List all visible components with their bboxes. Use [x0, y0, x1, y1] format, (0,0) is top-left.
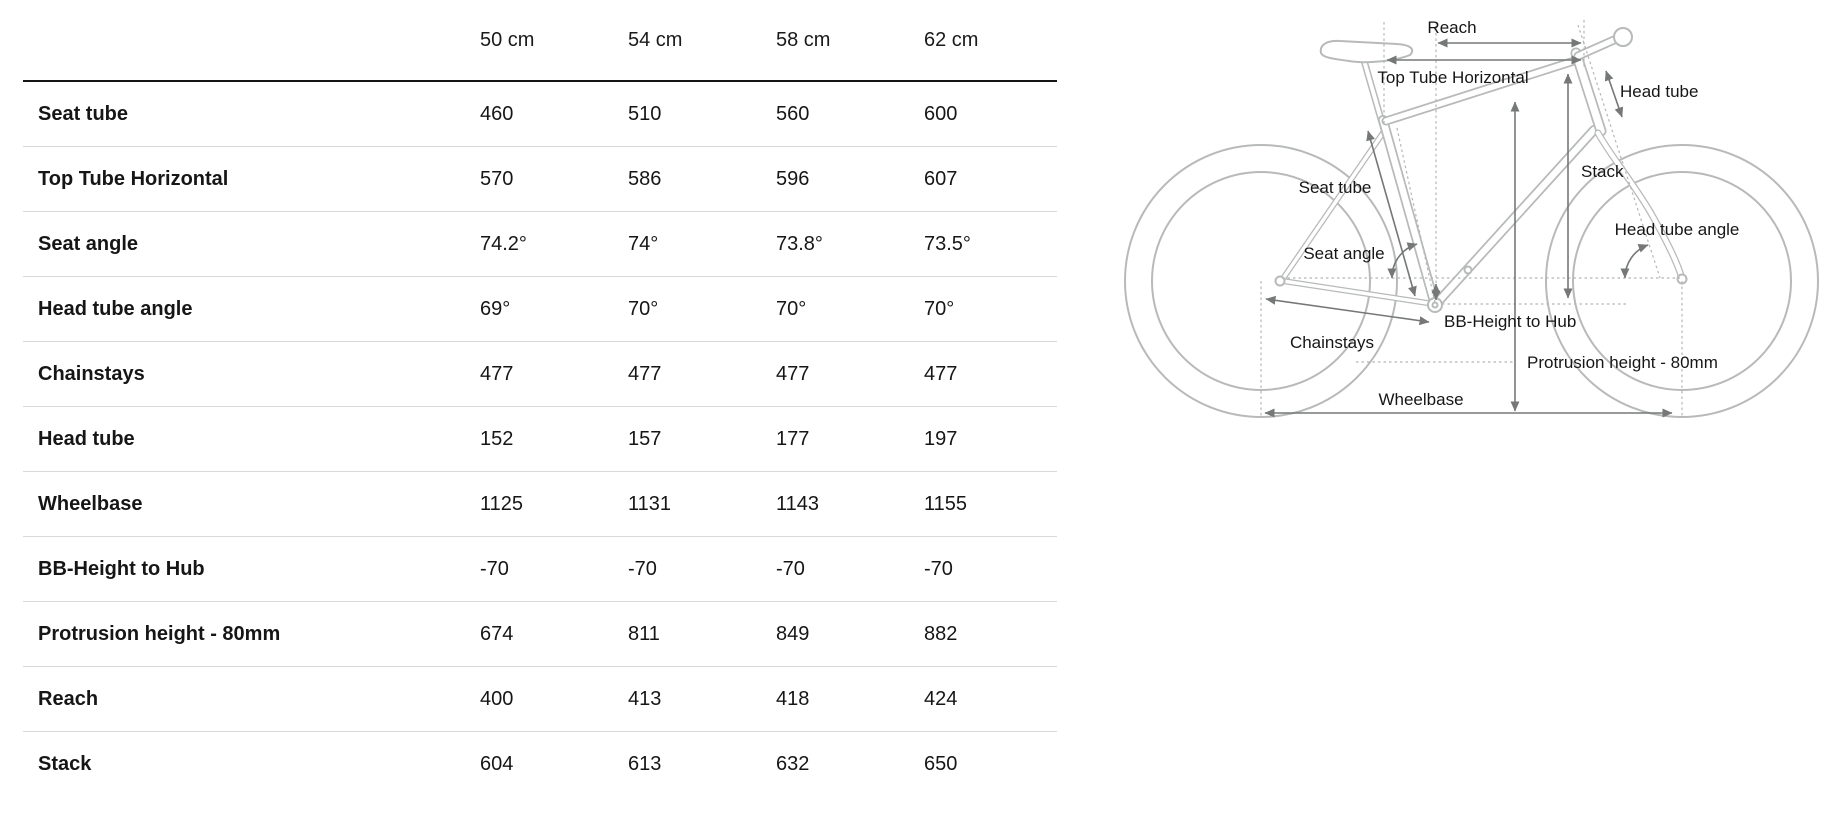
- diagram-label-wheelbase: Wheelbase: [1378, 390, 1463, 409]
- row-value: 73.8°: [776, 232, 823, 255]
- row-label: Head tube: [38, 427, 135, 450]
- row-value: 413: [628, 687, 662, 710]
- dimension-arrows: [1264, 38, 1673, 418]
- row-value: 69°: [480, 297, 511, 320]
- row-value: 477: [480, 362, 514, 385]
- table-row: Stack 604 613 632 650: [23, 731, 1057, 797]
- row-value: 477: [628, 362, 662, 385]
- diagram-label-bb-height: BB-Height to Hub: [1444, 312, 1576, 331]
- bottle-boss: [1463, 265, 1473, 275]
- chainstays-arrow: [1265, 295, 1430, 326]
- header-cell-empty: [23, 0, 480, 81]
- header-cell-size: 50 cm: [480, 28, 535, 51]
- diagram-label-chainstays: Chainstays: [1290, 333, 1374, 352]
- row-label: Stack: [38, 752, 92, 775]
- row-value: 607: [924, 167, 958, 190]
- row-value: 477: [924, 362, 958, 385]
- row-label: Seat tube: [38, 102, 129, 125]
- diagram-labels: Reach Top Tube Horizontal Head tube Seat…: [1290, 18, 1739, 409]
- row-value: 650: [924, 752, 958, 775]
- handlebar-grip: [1613, 27, 1633, 47]
- saddle: [1319, 39, 1414, 64]
- row-label: Top Tube Horizontal: [38, 167, 229, 190]
- row-label: BB-Height to Hub: [38, 557, 205, 580]
- bike-geometry-diagram: Reach Top Tube Horizontal Head tube Seat…: [1124, 18, 1819, 418]
- table-row: Reach 400 413 418 424: [23, 666, 1057, 732]
- row-value: 74.2°: [480, 232, 527, 255]
- row-label: Seat angle: [38, 232, 139, 255]
- diagram-label-seat-tube: Seat tube: [1299, 178, 1372, 197]
- row-label: Reach: [38, 687, 99, 710]
- row-label: Head tube angle: [38, 297, 193, 320]
- row-value: 424: [924, 687, 958, 710]
- row-value: 70°: [924, 297, 955, 320]
- head-angle-arc: [1620, 244, 1649, 279]
- head-tube-arrow: [1604, 70, 1624, 118]
- row-value: 1155: [924, 492, 968, 515]
- row-value: 570: [480, 167, 514, 190]
- seat-angle-arc: [1387, 242, 1418, 279]
- table-row: Seat angle 74.2° 74° 73.8° 73.5°: [23, 211, 1057, 277]
- table-row: Head tube angle 69° 70° 70° 70°: [23, 276, 1057, 342]
- row-value: 73.5°: [924, 232, 971, 255]
- row-value: 560: [776, 102, 810, 125]
- row-value: 157: [628, 427, 662, 450]
- row-value: 152: [480, 427, 514, 450]
- table-header-row: 50 cm 54 cm 58 cm 62 cm: [23, 0, 1057, 81]
- row-value: 1143: [776, 492, 820, 515]
- row-value: 477: [776, 362, 810, 385]
- diagram-label-reach: Reach: [1427, 18, 1476, 37]
- row-value: 400: [480, 687, 514, 710]
- row-value: 882: [924, 622, 958, 645]
- table-row: Protrusion height - 80mm 674 811 849 882: [23, 601, 1057, 667]
- row-value: 1131: [628, 492, 672, 515]
- row-value: 604: [480, 752, 514, 775]
- front-wheel: [1545, 144, 1819, 418]
- row-value: 177: [776, 427, 810, 450]
- row-value: 586: [628, 167, 662, 190]
- row-value: 849: [776, 622, 810, 645]
- table-row: Seat tube 460 510 560 600: [23, 81, 1057, 147]
- header-cell-size: 54 cm: [628, 28, 683, 51]
- row-value: 1125: [480, 492, 524, 515]
- diagram-label-stack: Stack: [1581, 162, 1624, 181]
- table-row: Wheelbase 1125 1131 1143 1155: [23, 471, 1057, 537]
- row-label: Chainstays: [38, 362, 145, 385]
- row-value: 600: [924, 102, 958, 125]
- geometry-table: 50 cm 54 cm 58 cm 62 cm Seat tube 460 510 560 6…: [23, 0, 1057, 796]
- row-value: 70°: [776, 297, 807, 320]
- row-value: 596: [776, 167, 810, 190]
- rear-dropout: [1274, 275, 1286, 287]
- row-value: 74°: [628, 232, 659, 255]
- row-value: 811: [628, 622, 660, 645]
- table-row: Top Tube Horizontal 570 586 596 607: [23, 146, 1057, 212]
- diagram-label-head-tube-angle: Head tube angle: [1615, 220, 1740, 239]
- row-value: -70: [480, 557, 509, 580]
- diagram-label-top-tube: Top Tube Horizontal: [1377, 68, 1528, 87]
- row-label: Protrusion height - 80mm: [38, 622, 281, 645]
- table-row: Head tube 152 157 177 197: [23, 406, 1057, 472]
- header-cell-size: 62 cm: [924, 28, 979, 51]
- row-value: 510: [628, 102, 662, 125]
- row-value: 674: [480, 622, 514, 645]
- construction-lines: [1260, 20, 1683, 416]
- row-value: 197: [924, 427, 958, 450]
- row-value: 70°: [628, 297, 659, 320]
- diagram-label-head-tube: Head tube: [1620, 82, 1698, 101]
- diagram-label-protrusion: Protrusion height - 80mm: [1527, 353, 1718, 372]
- diagram-label-seat-angle: Seat angle: [1303, 244, 1384, 263]
- row-value: 613: [628, 752, 662, 775]
- row-label: Wheelbase: [38, 492, 143, 515]
- row-value: 632: [776, 752, 810, 775]
- row-value: -70: [924, 557, 953, 580]
- row-value: -70: [628, 557, 657, 580]
- row-value: 460: [480, 102, 514, 125]
- row-value: 418: [776, 687, 810, 710]
- row-value: -70: [776, 557, 805, 580]
- table-row: Chainstays 477 477 477 477: [23, 341, 1057, 407]
- table-row: BB-Height to Hub -70 -70 -70 -70: [23, 536, 1057, 602]
- header-cell-size: 58 cm: [776, 28, 831, 51]
